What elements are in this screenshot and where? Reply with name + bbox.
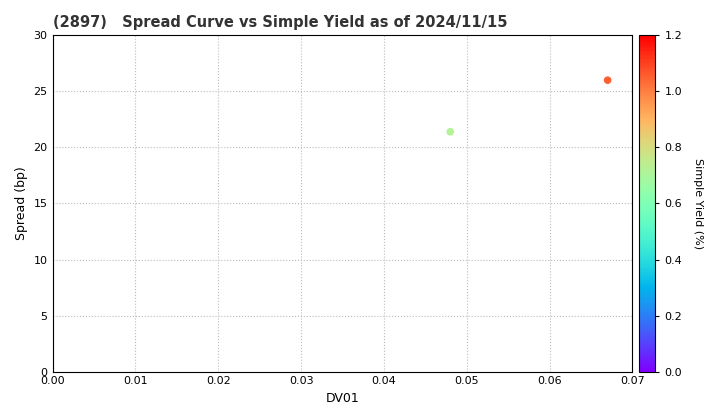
- Point: [602, 77, 613, 84]
- X-axis label: DV01: DV01: [325, 392, 359, 405]
- Text: (2897)   Spread Curve vs Simple Yield as of 2024/11/15: (2897) Spread Curve vs Simple Yield as o…: [53, 15, 507, 30]
- Y-axis label: Simple Yield (%): Simple Yield (%): [693, 158, 703, 249]
- Point: [444, 129, 456, 135]
- Y-axis label: Spread (bp): Spread (bp): [15, 167, 28, 240]
